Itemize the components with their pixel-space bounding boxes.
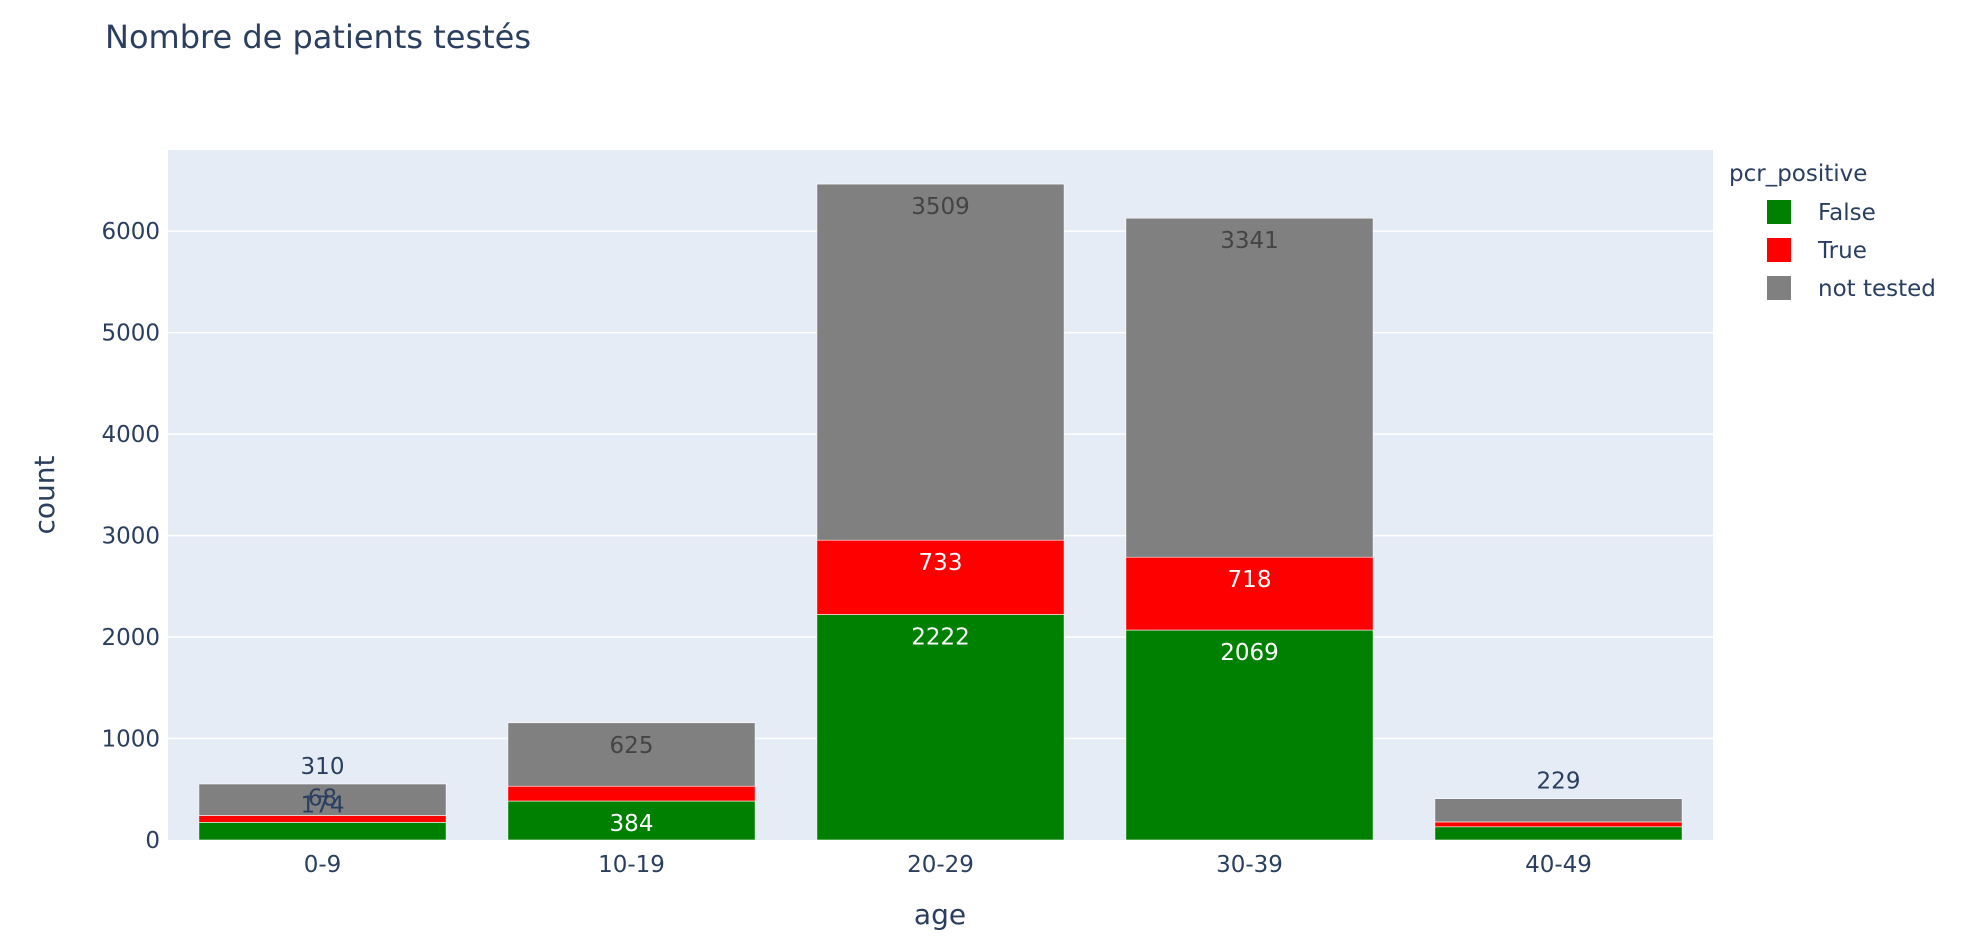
chart-title: Nombre de patients testés [105, 18, 531, 56]
y-tick-label: 0 [145, 828, 160, 854]
bar-value-label: 3509 [911, 194, 970, 220]
bars [198, 183, 1683, 841]
y-tick-label: 4000 [101, 422, 160, 448]
bar-value-label: 2222 [911, 625, 970, 651]
legend-swatch [1767, 276, 1791, 300]
bar-segment [1434, 821, 1683, 828]
bar-segment [1125, 556, 1374, 631]
y-axis-title: count [28, 455, 61, 534]
bar-segment [1125, 629, 1374, 841]
bar-segment [507, 722, 756, 787]
bar-segment [198, 783, 447, 816]
bar-segment [1434, 826, 1683, 841]
bar-segment [507, 785, 756, 802]
bar-value-label: 3341 [1220, 228, 1279, 254]
y-tick-label: 6000 [101, 219, 160, 245]
x-tick-label: 20-29 [907, 852, 974, 878]
bar-segment [1125, 217, 1374, 558]
bar-segment [1434, 798, 1683, 823]
legend-entry: True [1817, 238, 1867, 264]
y-tick-label: 5000 [101, 321, 160, 347]
bar-value-label: 229 [1537, 769, 1581, 795]
x-tick-label: 10-19 [598, 852, 665, 878]
bar-segment [816, 183, 1065, 541]
y-axis-ticks: 0 1000 2000 3000 4000 5000 6000 [101, 219, 160, 854]
bar-value-label: 718 [1228, 567, 1272, 593]
x-axis-title: age [914, 898, 966, 931]
y-tick-label: 3000 [101, 524, 160, 550]
bar-value-label: 2069 [1220, 640, 1279, 666]
y-tick-label: 2000 [101, 625, 160, 651]
bar-segment [198, 822, 447, 841]
bar-segment [816, 614, 1065, 841]
legend: pcr_positive False True not tested [1729, 161, 1936, 302]
x-axis-ticks: 0-9 10-19 20-29 30-39 40-49 [304, 852, 1592, 878]
x-tick-label: 0-9 [304, 852, 342, 878]
bar-value-label: 174 [301, 792, 345, 818]
legend-swatch [1767, 238, 1791, 262]
bar-value-label: 625 [610, 733, 654, 759]
legend-swatch [1767, 200, 1791, 224]
y-tick-label: 1000 [101, 727, 160, 753]
legend-entry: False [1818, 200, 1876, 226]
x-tick-label: 30-39 [1216, 852, 1283, 878]
bar-value-label: 310 [301, 754, 345, 780]
x-tick-label: 40-49 [1525, 852, 1592, 878]
bar-value-label: 384 [610, 811, 654, 837]
bar-value-label: 68 [308, 785, 337, 811]
bar-value-label: 733 [919, 550, 963, 576]
legend-title: pcr_positive [1729, 161, 1867, 187]
legend-entry: not tested [1818, 276, 1936, 302]
